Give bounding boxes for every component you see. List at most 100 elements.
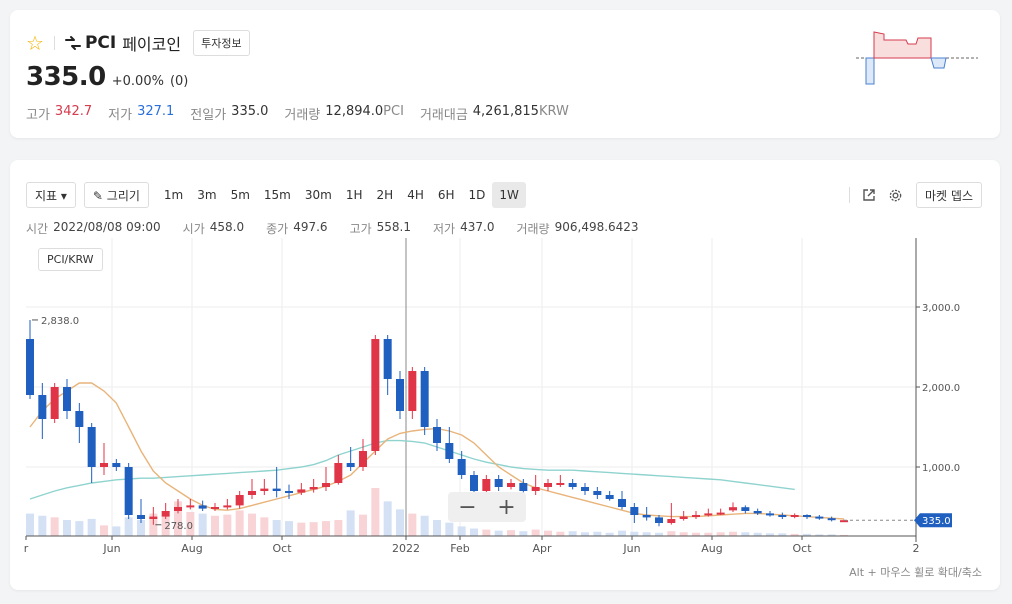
- zoom-in-button[interactable]: +: [497, 494, 516, 520]
- external-link-icon[interactable]: [856, 182, 882, 208]
- volume-bar: [655, 532, 663, 536]
- candle-body: [322, 483, 330, 487]
- candle-body: [593, 491, 602, 495]
- volume-bar: [186, 512, 195, 536]
- candle-body: [642, 515, 651, 518]
- pair-label: PCI/KRW: [38, 248, 103, 271]
- chart-toolbar: 지표 ▾ ✎ 그리기 1m 3m 5m 15m 30m 1H 2H 4H 6H …: [26, 182, 526, 208]
- ohlc-open-label: 시가: [182, 222, 205, 236]
- volume-bar: [766, 533, 774, 536]
- candle-body: [803, 515, 811, 517]
- candle-body: [729, 507, 737, 511]
- candle-body: [272, 488, 281, 491]
- candle-body: [112, 463, 121, 467]
- volume-bar: [581, 532, 589, 536]
- volume-label: 거래량: [284, 108, 321, 123]
- y-tick-label: 3,000.0: [922, 303, 960, 314]
- volume-bar: [235, 510, 244, 536]
- interval-1h[interactable]: 1H: [345, 188, 363, 202]
- interval-30m[interactable]: 30m: [304, 188, 332, 202]
- candle-body: [519, 483, 528, 491]
- volume-bar: [285, 521, 293, 536]
- y-tick-label: 1,000.0: [922, 463, 960, 474]
- volume-bar: [618, 530, 626, 536]
- candle-body: [482, 479, 491, 491]
- volume-bar: [605, 532, 614, 536]
- y-tick-label: 2,000.0: [922, 383, 960, 394]
- interval-6h[interactable]: 6H: [437, 188, 455, 202]
- interval-2h[interactable]: 2H: [376, 188, 394, 202]
- candle-body: [655, 517, 663, 523]
- volume-bar: [50, 517, 59, 536]
- chart-right-tools: 마켓 뎁스: [843, 182, 982, 208]
- volume-bar: [556, 531, 565, 536]
- volume-bar: [38, 515, 47, 536]
- volume-bar: [815, 534, 824, 536]
- current-price: 335.0: [26, 62, 106, 92]
- indicator-button[interactable]: 지표 ▾: [26, 182, 76, 208]
- interval-4h[interactable]: 4H: [407, 188, 424, 202]
- candle-body: [260, 488, 269, 491]
- candle-body: [679, 516, 688, 519]
- candle-body: [716, 512, 725, 515]
- volume-bar: [716, 532, 725, 536]
- volume-bar: [149, 513, 158, 536]
- draw-button[interactable]: ✎ 그리기: [83, 182, 149, 208]
- volume-bar: [790, 533, 799, 536]
- interval-1w[interactable]: 1W: [492, 182, 526, 208]
- candle-body: [556, 483, 565, 485]
- volume-bar: [100, 525, 108, 536]
- interval-3m[interactable]: 3m: [197, 188, 217, 202]
- ohlc-high-label: 고가: [349, 222, 372, 236]
- volume-bar: [87, 518, 96, 536]
- low-value: 327.1: [137, 104, 175, 119]
- invest-info-button[interactable]: 투자정보: [193, 30, 250, 56]
- volume-bar: [729, 531, 737, 536]
- interval-tabs: 1m 3m 5m 15m 30m 1H 2H 4H 6H 1D 1W: [157, 182, 526, 208]
- ohlc-high: 558.1: [376, 220, 412, 234]
- volume-bar: [840, 534, 848, 536]
- mini-price-chart: [856, 31, 978, 85]
- ohlc-close: 497.6: [293, 220, 328, 234]
- market-depth-button[interactable]: 마켓 뎁스: [916, 182, 982, 208]
- zoom-out-button[interactable]: −: [458, 494, 477, 520]
- volume-bar: [272, 520, 281, 536]
- prev-close-value: 335.0: [231, 104, 269, 119]
- candlestick-chart[interactable]: 2,838.0 278.0 3,000.0 2,000.0 1,000.0 335.0 r J…: [10, 238, 1000, 568]
- mini-chart-down-area-2: [930, 57, 947, 69]
- volume-bar: [630, 531, 639, 536]
- interval-1m[interactable]: 1m: [163, 188, 184, 202]
- candle-body: [692, 515, 700, 517]
- volume-bar: [260, 517, 269, 536]
- volume-bar: [753, 532, 762, 536]
- volume-bar: [519, 531, 528, 536]
- settings-gear-icon[interactable]: [882, 182, 908, 208]
- volume-bar: [124, 517, 133, 536]
- interval-15m[interactable]: 15m: [263, 188, 291, 202]
- volume-bar: [63, 520, 71, 536]
- interval-5m[interactable]: 5m: [230, 188, 250, 202]
- divider: [53, 36, 55, 50]
- amount-unit: KRW: [538, 104, 569, 119]
- volume-bar: [803, 533, 811, 536]
- ticker-symbol: PCI: [84, 33, 117, 53]
- volume-bar: [346, 510, 355, 536]
- max-annotation-label: 2,838.0: [41, 316, 79, 327]
- volume-bar: [112, 526, 121, 536]
- x-tick-label: r: [24, 542, 29, 555]
- candle-body: [211, 507, 219, 509]
- mini-chart-down-area: [865, 57, 875, 85]
- candle-body: [137, 515, 145, 519]
- candle-body: [790, 515, 799, 517]
- candle-body: [827, 518, 836, 521]
- candle-body: [544, 483, 552, 487]
- volume-bar: [692, 532, 700, 536]
- candle-body: [223, 505, 232, 508]
- candle-body: [568, 483, 577, 487]
- favorite-star-icon[interactable]: ☆: [26, 31, 44, 55]
- interval-1d[interactable]: 1D: [468, 188, 486, 202]
- volume-bar: [642, 532, 651, 536]
- paycoin-logo-icon: [64, 36, 81, 50]
- candle-body: [297, 489, 306, 493]
- candle-body: [667, 519, 676, 523]
